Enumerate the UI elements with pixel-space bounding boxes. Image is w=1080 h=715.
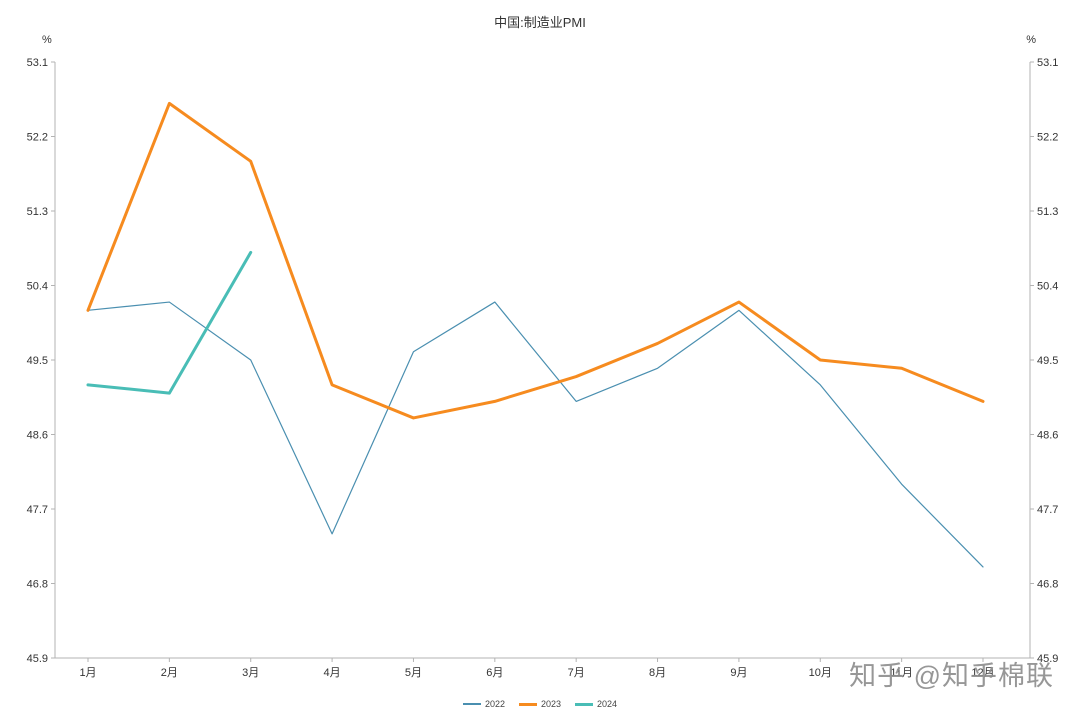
legend-label: 2024 (597, 699, 618, 709)
series-line-2022 (87, 301, 984, 568)
legend-label: 2023 (540, 699, 562, 709)
legend-item-2022: 2022 (462, 699, 505, 709)
y-axis-unit-left: % (42, 34, 52, 46)
legend-label: 2022 (484, 699, 505, 709)
y-axis-tick-label-left: 51.3 (27, 206, 48, 218)
x-axis-tick-label: 1月 (79, 667, 96, 679)
x-axis-tick-label: 8月 (649, 667, 666, 679)
legend-item-2023: 2023 (518, 699, 562, 709)
y-axis-tick-label-right: 45.9 (1037, 653, 1058, 665)
x-axis-tick-label: 7月 (568, 667, 585, 679)
x-axis-tick-label: 12月 (971, 667, 994, 679)
y-axis-tick-label-left: 52.2 (27, 132, 48, 144)
y-axis-tick-label-right: 50.4 (1037, 281, 1058, 293)
y-axis-tick-label-right: 52.2 (1037, 132, 1058, 144)
x-axis-tick-label: 4月 (324, 667, 341, 679)
series-line-2024 (86, 250, 253, 395)
y-axis-tick-label-right: 47.7 (1037, 504, 1058, 516)
y-axis-tick-label-right: 53.1 (1037, 57, 1058, 69)
y-axis-tick-label-left: 46.8 (27, 579, 48, 591)
y-axis-tick-label-left: 50.4 (27, 281, 48, 293)
x-axis-tick-label: 11月 (890, 667, 912, 679)
y-axis-tick-label-right: 46.8 (1037, 579, 1058, 591)
y-axis-tick-label-right: 51.3 (1037, 206, 1058, 218)
y-axis-tick-label-left: 48.6 (27, 430, 48, 442)
x-axis-tick-label: 2月 (161, 667, 178, 679)
legend-swatch-2022 (462, 703, 481, 705)
y-axis-tick-label-left: 45.9 (27, 653, 48, 665)
series-line-2023 (86, 101, 985, 420)
y-axis-tick-label-right: 48.6 (1037, 430, 1058, 442)
x-axis-tick-label: 9月 (730, 667, 747, 679)
chart-legend: 2022 2023 2024 (0, 699, 1080, 709)
legend-swatch-2023 (518, 702, 537, 706)
y-axis-unit-right: % (1026, 34, 1036, 46)
y-axis-tick-label-left: 47.7 (27, 504, 48, 516)
x-axis-tick-label: 3月 (242, 667, 259, 679)
watermark: 知乎 @知乎棉联 (849, 661, 1054, 691)
x-axis-tick-label: 5月 (405, 667, 422, 679)
chart-title: 中国:制造业PMI (494, 15, 586, 30)
legend-swatch-2024 (575, 702, 594, 706)
x-axis-tick-label: 6月 (486, 667, 503, 679)
y-axis-tick-label-left: 49.5 (27, 355, 48, 367)
x-axis-tick-label: 10月 (809, 667, 832, 679)
y-axis-tick-label-right: 49.5 (1037, 355, 1058, 367)
legend-item-2024: 2024 (575, 699, 617, 709)
y-axis-tick-label-left: 53.1 (27, 57, 48, 69)
